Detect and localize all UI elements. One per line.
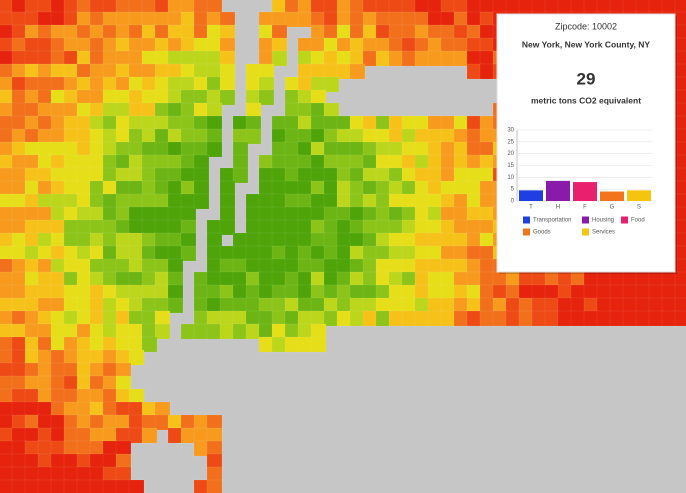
y-tick-label: 25 [507, 139, 514, 145]
zip-area [674, 310, 686, 327]
y-tick-label: 0 [511, 199, 515, 205]
place: New York, New York County, NY [522, 39, 650, 49]
y-tick-label: 30 [507, 128, 514, 134]
unit: metric tons CO2 equivalent [531, 95, 641, 105]
zip-area [128, 349, 145, 366]
zip-area [206, 479, 223, 493]
y-tick-label: 20 [507, 151, 514, 157]
legend-swatch [523, 228, 530, 236]
x-tick-label: S [637, 205, 641, 211]
zipcode: Zipcode: 10002 [555, 21, 617, 31]
zip-area [193, 193, 210, 210]
zip-area [219, 219, 236, 236]
bar [627, 190, 651, 201]
zip-area [154, 323, 171, 340]
zip-area [219, 89, 236, 106]
zip-area [167, 297, 184, 314]
zip-area [323, 76, 340, 93]
bar [573, 182, 597, 201]
zip-area [271, 50, 288, 67]
legend-swatch [582, 216, 589, 224]
legend-label: Transportation [533, 218, 571, 224]
legend-swatch [582, 228, 589, 236]
zip-area [206, 141, 223, 158]
zip-area [232, 167, 249, 184]
legend-swatch [621, 216, 628, 224]
x-tick-label: F [583, 205, 587, 211]
bar [546, 180, 570, 201]
zip-area [180, 245, 197, 262]
y-tick-label: 15 [507, 163, 514, 169]
legend-swatch [523, 216, 530, 224]
x-tick-label: T [529, 205, 533, 211]
chart: 0 5 10 15 20 25 30 T H F G S Transportation Housing Fo… [507, 128, 652, 236]
zip-area [141, 427, 158, 444]
zip-area [258, 89, 275, 106]
legend-label: Food [631, 218, 645, 224]
bar [519, 190, 543, 201]
x-tick-label: H [556, 205, 560, 211]
zip-area [128, 479, 145, 493]
total: 29 [577, 69, 596, 88]
legend-label: Services [592, 230, 615, 236]
zip-area [141, 336, 158, 353]
zip-area [310, 336, 327, 353]
zip-area [349, 63, 366, 80]
bar [600, 191, 624, 201]
y-tick-label: 5 [511, 187, 515, 193]
zip-area [245, 128, 262, 145]
x-tick-label: G [610, 205, 615, 211]
legend-label: Housing [592, 218, 614, 224]
y-tick-label: 10 [507, 175, 514, 181]
legend-label: Goods [533, 230, 551, 236]
